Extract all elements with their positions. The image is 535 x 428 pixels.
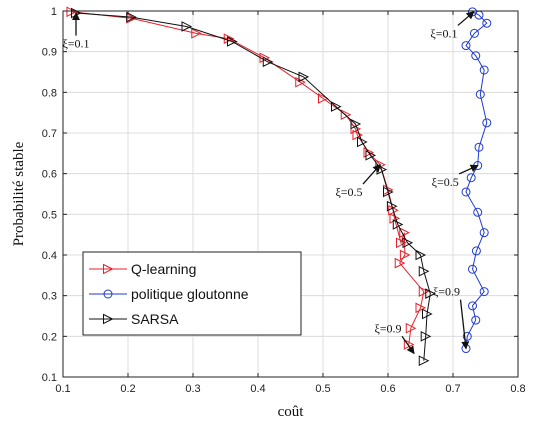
y-tick-label: 0.4 xyxy=(42,250,57,262)
annotation-arrow xyxy=(461,300,467,349)
annotation-label: ξ=0.9 xyxy=(374,321,401,335)
y-tick-label: 0.3 xyxy=(42,291,57,303)
y-tick-label: 0.8 xyxy=(42,87,57,99)
legend-label-q-learning: Q-learning xyxy=(131,261,196,277)
series-line-politique-gloutonne xyxy=(466,12,487,349)
annotation-label: ξ=0.9 xyxy=(433,285,460,299)
y-tick-label: 0.1 xyxy=(42,372,57,384)
x-tick-label: 0.2 xyxy=(120,383,135,395)
y-tick-label: 0.9 xyxy=(42,47,57,59)
legend-label-sarsa: SARSA xyxy=(131,311,179,327)
x-tick-labels: 0.1 0.2 0.3 0.4 0.5 0.6 0.7 0.8 xyxy=(55,383,525,395)
annotation-arrow xyxy=(458,12,474,26)
x-axis-label: coût xyxy=(278,404,305,420)
series-politique-gloutonne xyxy=(462,8,491,353)
y-tick-label: 0.5 xyxy=(42,209,57,221)
annotation-label: ξ=0.1 xyxy=(430,26,457,40)
x-tick-label: 0.6 xyxy=(380,383,395,395)
annotation-label: ξ=0.5 xyxy=(432,175,459,189)
annotation-label: ξ=0.5 xyxy=(335,185,362,199)
x-tick-label: 0.5 xyxy=(315,383,330,395)
x-tick-label: 0.8 xyxy=(510,383,525,395)
annotation-label: ξ=0.1 xyxy=(62,37,89,51)
y-tick-label: 0.2 xyxy=(42,331,57,343)
legend: Q-learning politique gloutonne SARSA xyxy=(83,252,301,335)
y-axis-label: Probabilité stable xyxy=(11,141,27,246)
x-tick-label: 0.4 xyxy=(250,383,265,395)
y-tick-label: 0.7 xyxy=(42,128,57,140)
x-tick-label: 0.7 xyxy=(445,383,460,395)
x-tick-label: 0.3 xyxy=(185,383,200,395)
annotation-arrow xyxy=(363,165,380,184)
x-tick-label: 0.1 xyxy=(55,383,70,395)
y-tick-labels: 0.1 0.2 0.3 0.4 0.5 0.6 0.7 0.8 0.9 1 xyxy=(42,6,57,384)
legend-label-politique-gloutonne: politique gloutonne xyxy=(131,286,249,302)
y-tick-label: 1 xyxy=(51,6,57,18)
y-tick-label: 0.6 xyxy=(42,169,57,181)
